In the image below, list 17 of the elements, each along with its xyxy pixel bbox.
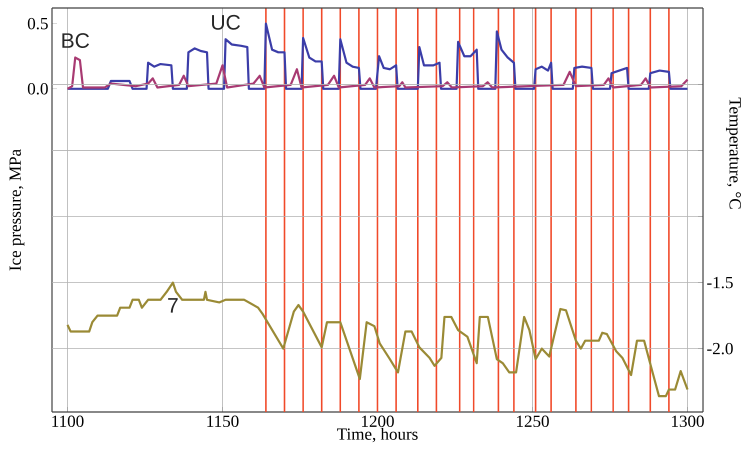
x-tick-label: 1250 (516, 416, 549, 428)
y-tick-label: 0.5 (28, 18, 48, 30)
y-tick-label: 0.0 (28, 83, 48, 95)
x-tick-label: 1200 (362, 416, 394, 428)
x-axis-title: Time, hours (337, 428, 418, 442)
y2-axis-title: Temperature, °C (726, 98, 741, 209)
series-label: BC (62, 33, 90, 48)
series-label: 7 (168, 298, 178, 313)
line-series (66, 56, 689, 90)
line-series (66, 282, 689, 398)
series-label: UC (212, 14, 240, 30)
x-tick-label: 1300 (672, 416, 704, 428)
x-tick-label: 1150 (207, 416, 239, 428)
y2-tick-label: -1.5 (707, 276, 733, 288)
x-tick-label: 1100 (52, 416, 84, 428)
y2-tick-label: -2.0 (707, 342, 733, 354)
y-axis-title: Ice pressure, MPa (10, 149, 24, 271)
